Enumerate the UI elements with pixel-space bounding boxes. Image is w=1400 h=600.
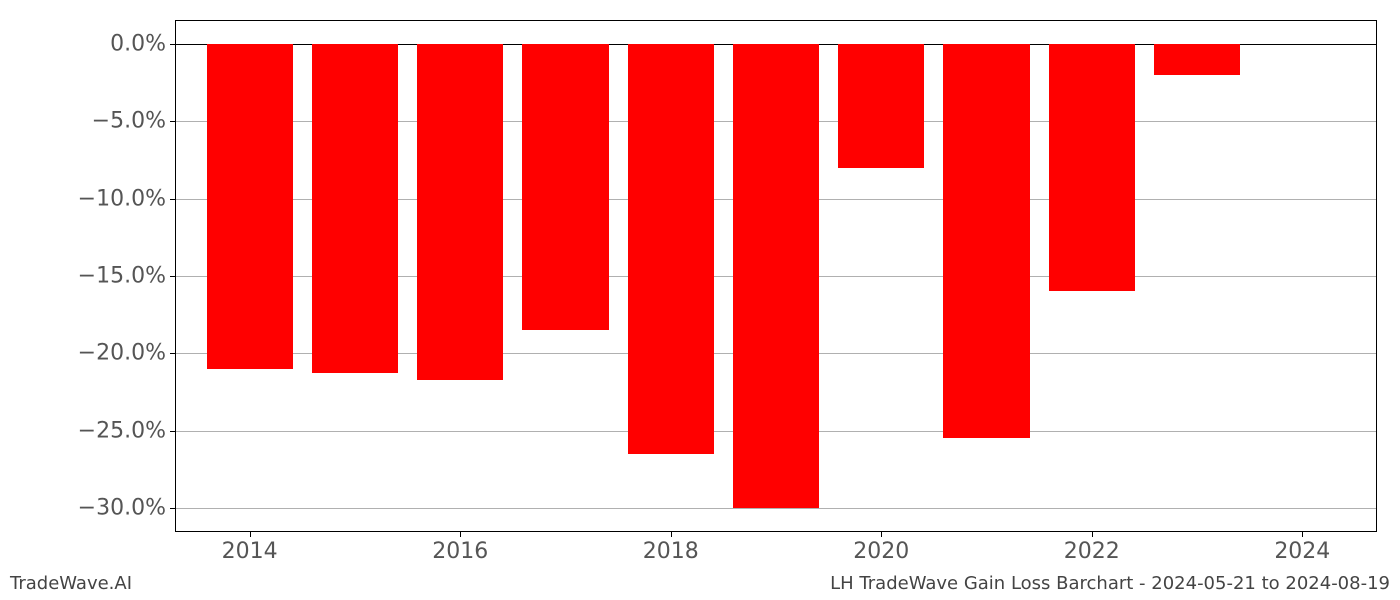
y-tick-label: −15.0% [78,264,176,289]
bar [1049,44,1135,291]
footer-left-text: TradeWave.AI [10,573,132,594]
x-tick-label: 2016 [432,531,488,564]
x-tick-label: 2018 [643,531,699,564]
y-tick-label: −25.0% [78,418,176,443]
footer-right-text: LH TradeWave Gain Loss Barchart - 2024-0… [830,573,1390,594]
x-tick-label: 2014 [222,531,278,564]
x-tick-label: 2020 [853,531,909,564]
x-tick-label: 2024 [1274,531,1330,564]
bar [207,44,293,369]
bar [733,44,819,508]
x-tick-label: 2022 [1064,531,1120,564]
y-tick-label: −5.0% [92,109,176,134]
y-tick-label: −10.0% [78,186,176,211]
bar [628,44,714,454]
bar [522,44,608,330]
plot-area: 0.0%−5.0%−10.0%−15.0%−20.0%−25.0%−30.0%2… [175,20,1377,532]
bar [1154,44,1240,75]
y-tick-label: 0.0% [110,32,176,57]
y-gridline [176,508,1376,509]
y-tick-label: −30.0% [78,495,176,520]
bar [943,44,1029,438]
bar [417,44,503,379]
bar [312,44,398,373]
chart-container: 0.0% −5.0% −10.0% −15.0% −20.0% −25.0% −30.0% 2… [0,0,1400,600]
bar [838,44,924,168]
y-tick-label: −20.0% [78,341,176,366]
